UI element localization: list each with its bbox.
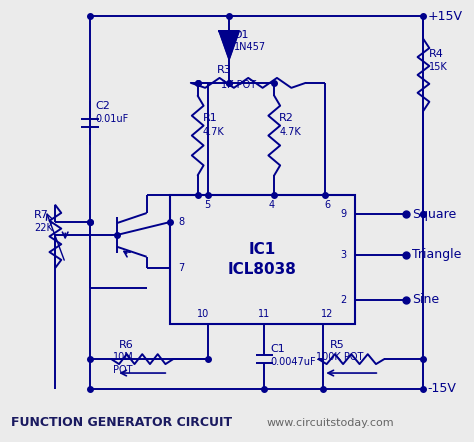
Text: 9: 9 <box>341 209 347 219</box>
Text: POT: POT <box>113 365 133 375</box>
Text: D1: D1 <box>234 30 249 40</box>
Text: 15K: 15K <box>429 62 448 72</box>
Bar <box>170 195 355 324</box>
Text: 7: 7 <box>178 263 184 273</box>
Text: FUNCTION GENERATOR CIRCUIT: FUNCTION GENERATOR CIRCUIT <box>11 416 232 429</box>
Text: 12: 12 <box>321 309 333 320</box>
Text: 0.01uF: 0.01uF <box>96 114 129 124</box>
Text: 8: 8 <box>178 217 184 227</box>
Text: 4: 4 <box>268 200 274 210</box>
Text: C1: C1 <box>270 344 285 354</box>
Text: C2: C2 <box>96 101 110 111</box>
Text: ICL8038: ICL8038 <box>228 262 297 277</box>
Text: 0.0047uF: 0.0047uF <box>270 357 316 367</box>
Text: 4.7K: 4.7K <box>202 126 224 137</box>
Text: R2: R2 <box>279 113 294 122</box>
Polygon shape <box>219 31 239 59</box>
Text: www.circuitstoday.com: www.circuitstoday.com <box>266 418 394 428</box>
Text: 10: 10 <box>197 309 209 320</box>
Text: Sine: Sine <box>412 293 439 306</box>
Text: Square: Square <box>412 208 456 221</box>
Text: 1K POT: 1K POT <box>221 80 256 90</box>
Text: 10M: 10M <box>113 352 134 362</box>
Text: 22K: 22K <box>34 223 53 233</box>
Text: 5: 5 <box>204 200 210 210</box>
Text: Triangle: Triangle <box>412 248 461 261</box>
Text: R7: R7 <box>34 210 49 220</box>
Text: 1N457: 1N457 <box>234 42 266 52</box>
Text: R6: R6 <box>119 340 134 350</box>
Text: 2: 2 <box>341 294 347 305</box>
Text: 11: 11 <box>258 309 271 320</box>
Text: R3: R3 <box>217 65 232 75</box>
Text: R5: R5 <box>330 340 345 350</box>
Text: 3: 3 <box>341 250 347 260</box>
Text: R4: R4 <box>429 49 444 59</box>
Text: 6: 6 <box>324 200 330 210</box>
Text: 4.7K: 4.7K <box>279 126 301 137</box>
Text: IC1: IC1 <box>249 242 276 257</box>
Text: +15V: +15V <box>428 10 462 23</box>
Text: 100K POT: 100K POT <box>317 352 364 362</box>
Text: -15V: -15V <box>428 382 456 396</box>
Text: R1: R1 <box>202 113 218 122</box>
